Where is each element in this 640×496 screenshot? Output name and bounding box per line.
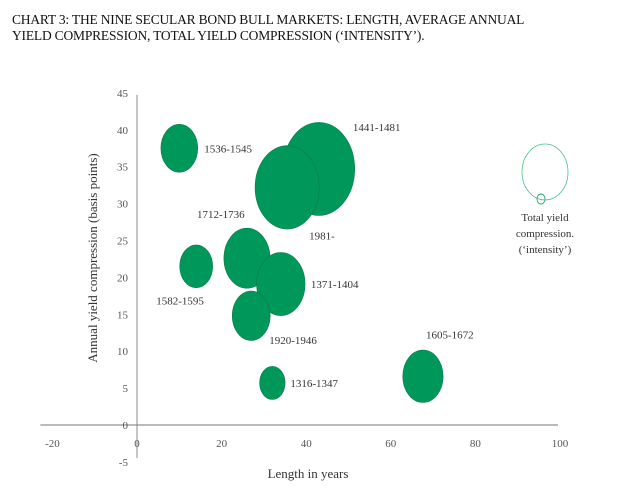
y-axis-label: Annual yield compression (basis points) [85, 153, 100, 362]
bubble-1371-1404 [256, 252, 306, 316]
chart-title-line-1: CHART 3: THE NINE SECULAR BOND BULL MARK… [12, 12, 525, 27]
bubble-label: 1712-1736 [197, 209, 245, 221]
y-tick-label: 0 [123, 420, 129, 432]
bubble-1981- [254, 145, 320, 230]
y-tick-label: -5 [119, 457, 129, 469]
legend: Total yield compression. (‘intensity’) [516, 143, 575, 256]
y-tick-label: 15 [117, 309, 129, 321]
x-tick-label: 40 [301, 438, 313, 450]
bubble-1920-1946 [231, 290, 271, 341]
bubble-label: 1920-1946 [269, 335, 317, 347]
bubble-label: 1371-1404 [311, 279, 359, 291]
bubble-1605-1672 [402, 349, 444, 403]
x-tick-label: 80 [470, 438, 482, 450]
bubble-label: 1536-1545 [204, 143, 252, 155]
x-tick-label: 0 [134, 438, 140, 450]
y-tick-label: 45 [117, 88, 129, 100]
chart-title-line-2: YIELD COMPRESSION, TOTAL YIELD COMPRESSI… [12, 28, 425, 43]
bubble-label: 1605-1672 [426, 329, 474, 341]
legend-large-bubble-icon [521, 143, 569, 201]
bubble-1582-1595 [179, 244, 213, 289]
legend-label: compression. [516, 228, 575, 240]
bubble-label: 1981- [309, 230, 335, 242]
legend-label: Total yield [521, 212, 569, 224]
y-tick-label: 40 [117, 125, 129, 137]
y-tick-label: 10 [117, 346, 129, 358]
x-tick-label: 20 [216, 438, 228, 450]
bubble-label: 1316-1347 [290, 378, 338, 390]
bubble-label: 1582-1595 [156, 295, 204, 307]
y-tick-label: 30 [117, 199, 129, 211]
bubbles [160, 122, 444, 403]
y-tick-label: 20 [117, 272, 129, 284]
bubble-label: 1441-1481 [353, 122, 401, 134]
y-tick-label: 25 [117, 236, 129, 248]
bubble-1536-1545 [160, 124, 198, 173]
y-tick-label: 5 [123, 383, 129, 395]
axes: -20 0 20 40 60 80 100 -5 0 5 10 15 20 25 30 35 40 45 [40, 88, 569, 469]
legend-small-bubble-icon [536, 193, 546, 205]
y-tick-label: 35 [117, 162, 129, 174]
x-axis-label: Length in years [268, 466, 349, 481]
x-tick-label: -20 [45, 438, 60, 450]
bubble-labels: 1536-1545 1441-1481 1981- 1712-1736 1582-159… [156, 122, 473, 390]
legend-label: (‘intensity’) [519, 244, 572, 256]
x-tick-label: 60 [385, 438, 397, 450]
bubble-1316-1347 [259, 366, 286, 400]
x-tick-label: 100 [552, 438, 569, 450]
chart-title: CHART 3: THE NINE SECULAR BOND BULL MARK… [12, 12, 524, 44]
